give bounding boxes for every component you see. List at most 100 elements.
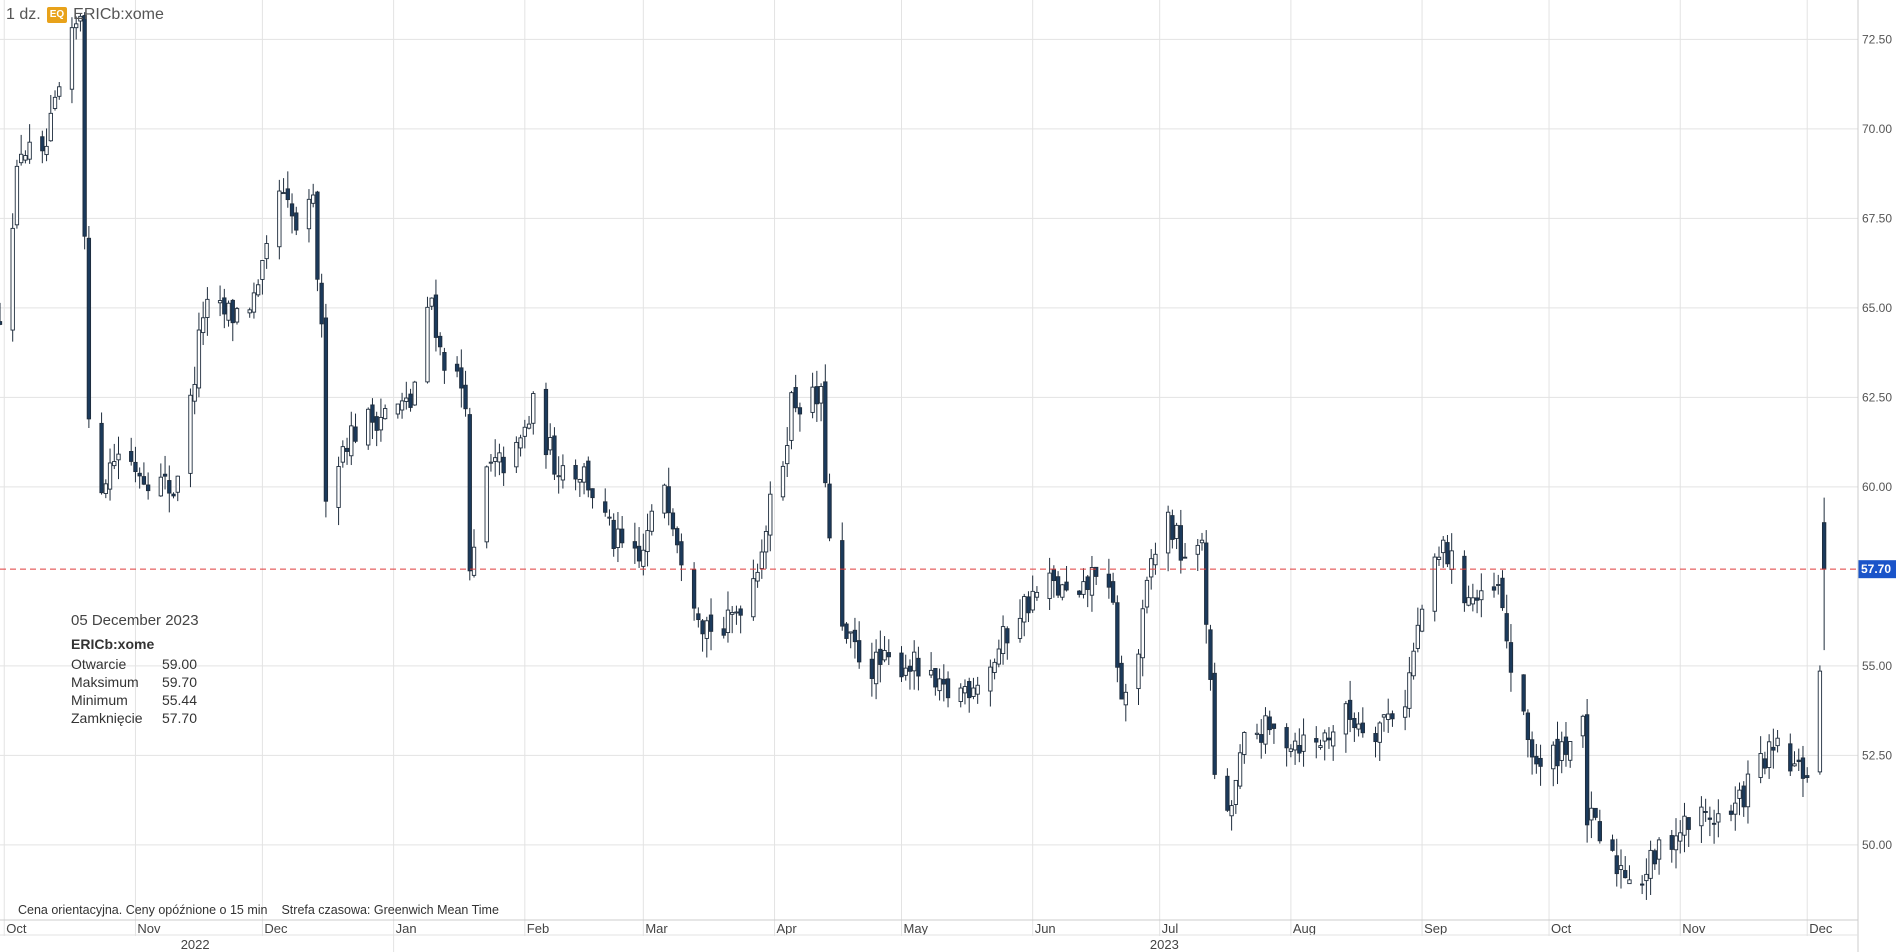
candle bbox=[857, 621, 862, 669]
candle-body bbox=[1737, 789, 1742, 799]
candle-body bbox=[103, 483, 108, 494]
candle bbox=[1762, 751, 1768, 775]
candle bbox=[158, 463, 163, 497]
candle bbox=[1504, 594, 1509, 649]
candle-body bbox=[107, 462, 113, 490]
candle-body bbox=[1089, 567, 1095, 596]
candle bbox=[484, 465, 489, 549]
candle-body bbox=[1381, 714, 1387, 718]
x-month-label: Dec bbox=[264, 921, 288, 936]
candle-body bbox=[730, 612, 735, 615]
candle-body bbox=[1170, 515, 1175, 540]
candle bbox=[1047, 557, 1052, 610]
candle bbox=[1292, 732, 1298, 765]
symbol-label: ERICb:xome bbox=[73, 6, 164, 23]
candle bbox=[1199, 532, 1205, 551]
candle bbox=[1352, 712, 1357, 742]
candle bbox=[1580, 714, 1586, 748]
candle bbox=[662, 483, 667, 519]
candle-body bbox=[497, 452, 502, 463]
candle bbox=[404, 381, 409, 410]
candle-body bbox=[1504, 613, 1509, 642]
interval-label[interactable]: 1 dz. bbox=[6, 6, 41, 23]
candle-body bbox=[975, 684, 980, 695]
candle-body bbox=[1788, 743, 1793, 772]
candle-body bbox=[886, 652, 891, 658]
candle-body bbox=[1297, 744, 1302, 754]
candle-body bbox=[425, 306, 430, 383]
candle bbox=[543, 382, 549, 469]
candle bbox=[844, 622, 849, 644]
candle bbox=[344, 437, 350, 465]
candle-body bbox=[1707, 817, 1713, 820]
candle-body bbox=[1584, 714, 1590, 826]
candle-body bbox=[1178, 525, 1183, 561]
candle-body bbox=[852, 629, 858, 643]
candle bbox=[454, 356, 460, 378]
candle-body bbox=[1017, 617, 1023, 639]
candle-body bbox=[1047, 572, 1052, 599]
candle-body bbox=[797, 407, 803, 415]
candle-body bbox=[319, 282, 324, 325]
candle bbox=[353, 413, 358, 444]
candle bbox=[645, 513, 650, 567]
candle bbox=[751, 559, 756, 621]
candle bbox=[1699, 796, 1704, 843]
candle bbox=[1115, 595, 1120, 683]
candle bbox=[1402, 689, 1408, 731]
candle-body bbox=[916, 657, 921, 677]
candle bbox=[1212, 662, 1217, 780]
candle bbox=[607, 509, 612, 526]
candle-body bbox=[1292, 740, 1298, 751]
candle bbox=[1441, 536, 1446, 568]
candle bbox=[1182, 542, 1188, 559]
candle-body bbox=[260, 260, 265, 280]
candle bbox=[704, 616, 709, 658]
candle bbox=[632, 522, 638, 564]
candle bbox=[171, 492, 176, 499]
candle bbox=[1204, 530, 1209, 644]
candle-body bbox=[429, 297, 434, 307]
candle bbox=[649, 504, 654, 536]
candle bbox=[670, 508, 676, 537]
candle-body bbox=[1800, 757, 1806, 779]
candle bbox=[1229, 800, 1234, 831]
candle-body bbox=[937, 678, 942, 692]
candle bbox=[1479, 573, 1484, 618]
y-tick-label: 65.00 bbox=[1862, 301, 1892, 315]
candle-body bbox=[277, 190, 282, 248]
candle bbox=[1474, 589, 1480, 614]
tooltip-row-open: Otwarcie 59.00 bbox=[71, 655, 197, 673]
candle bbox=[1301, 718, 1306, 767]
tooltip-row-high: Maksimum 59.70 bbox=[71, 673, 197, 691]
candle-body bbox=[1144, 579, 1150, 608]
candle bbox=[57, 82, 62, 100]
candle bbox=[433, 279, 439, 352]
candle-body bbox=[1060, 584, 1065, 598]
candle-body bbox=[311, 194, 316, 204]
candle-body bbox=[1682, 815, 1687, 836]
candle-body bbox=[488, 461, 494, 464]
candle-body bbox=[607, 516, 612, 519]
candle bbox=[1407, 656, 1412, 718]
candle bbox=[814, 370, 819, 422]
candle-body bbox=[1022, 596, 1027, 623]
chart-header: 1 dz. EQ ERICb:xome bbox=[6, 6, 164, 24]
candle bbox=[1534, 743, 1539, 774]
candle-body bbox=[666, 486, 671, 514]
candle bbox=[992, 658, 997, 680]
candle-body bbox=[1005, 628, 1010, 644]
candle-body bbox=[1644, 873, 1649, 882]
candle-body bbox=[1597, 821, 1602, 842]
candle bbox=[1711, 809, 1717, 844]
x-month-label: Jan bbox=[396, 921, 417, 936]
candle-body bbox=[1669, 835, 1674, 850]
candle-body bbox=[1703, 811, 1708, 813]
candle bbox=[1614, 838, 1619, 887]
candle bbox=[412, 380, 417, 406]
candle-body bbox=[1030, 590, 1035, 611]
candle bbox=[1026, 591, 1031, 623]
candle-body bbox=[1301, 734, 1306, 752]
candle bbox=[175, 475, 180, 502]
